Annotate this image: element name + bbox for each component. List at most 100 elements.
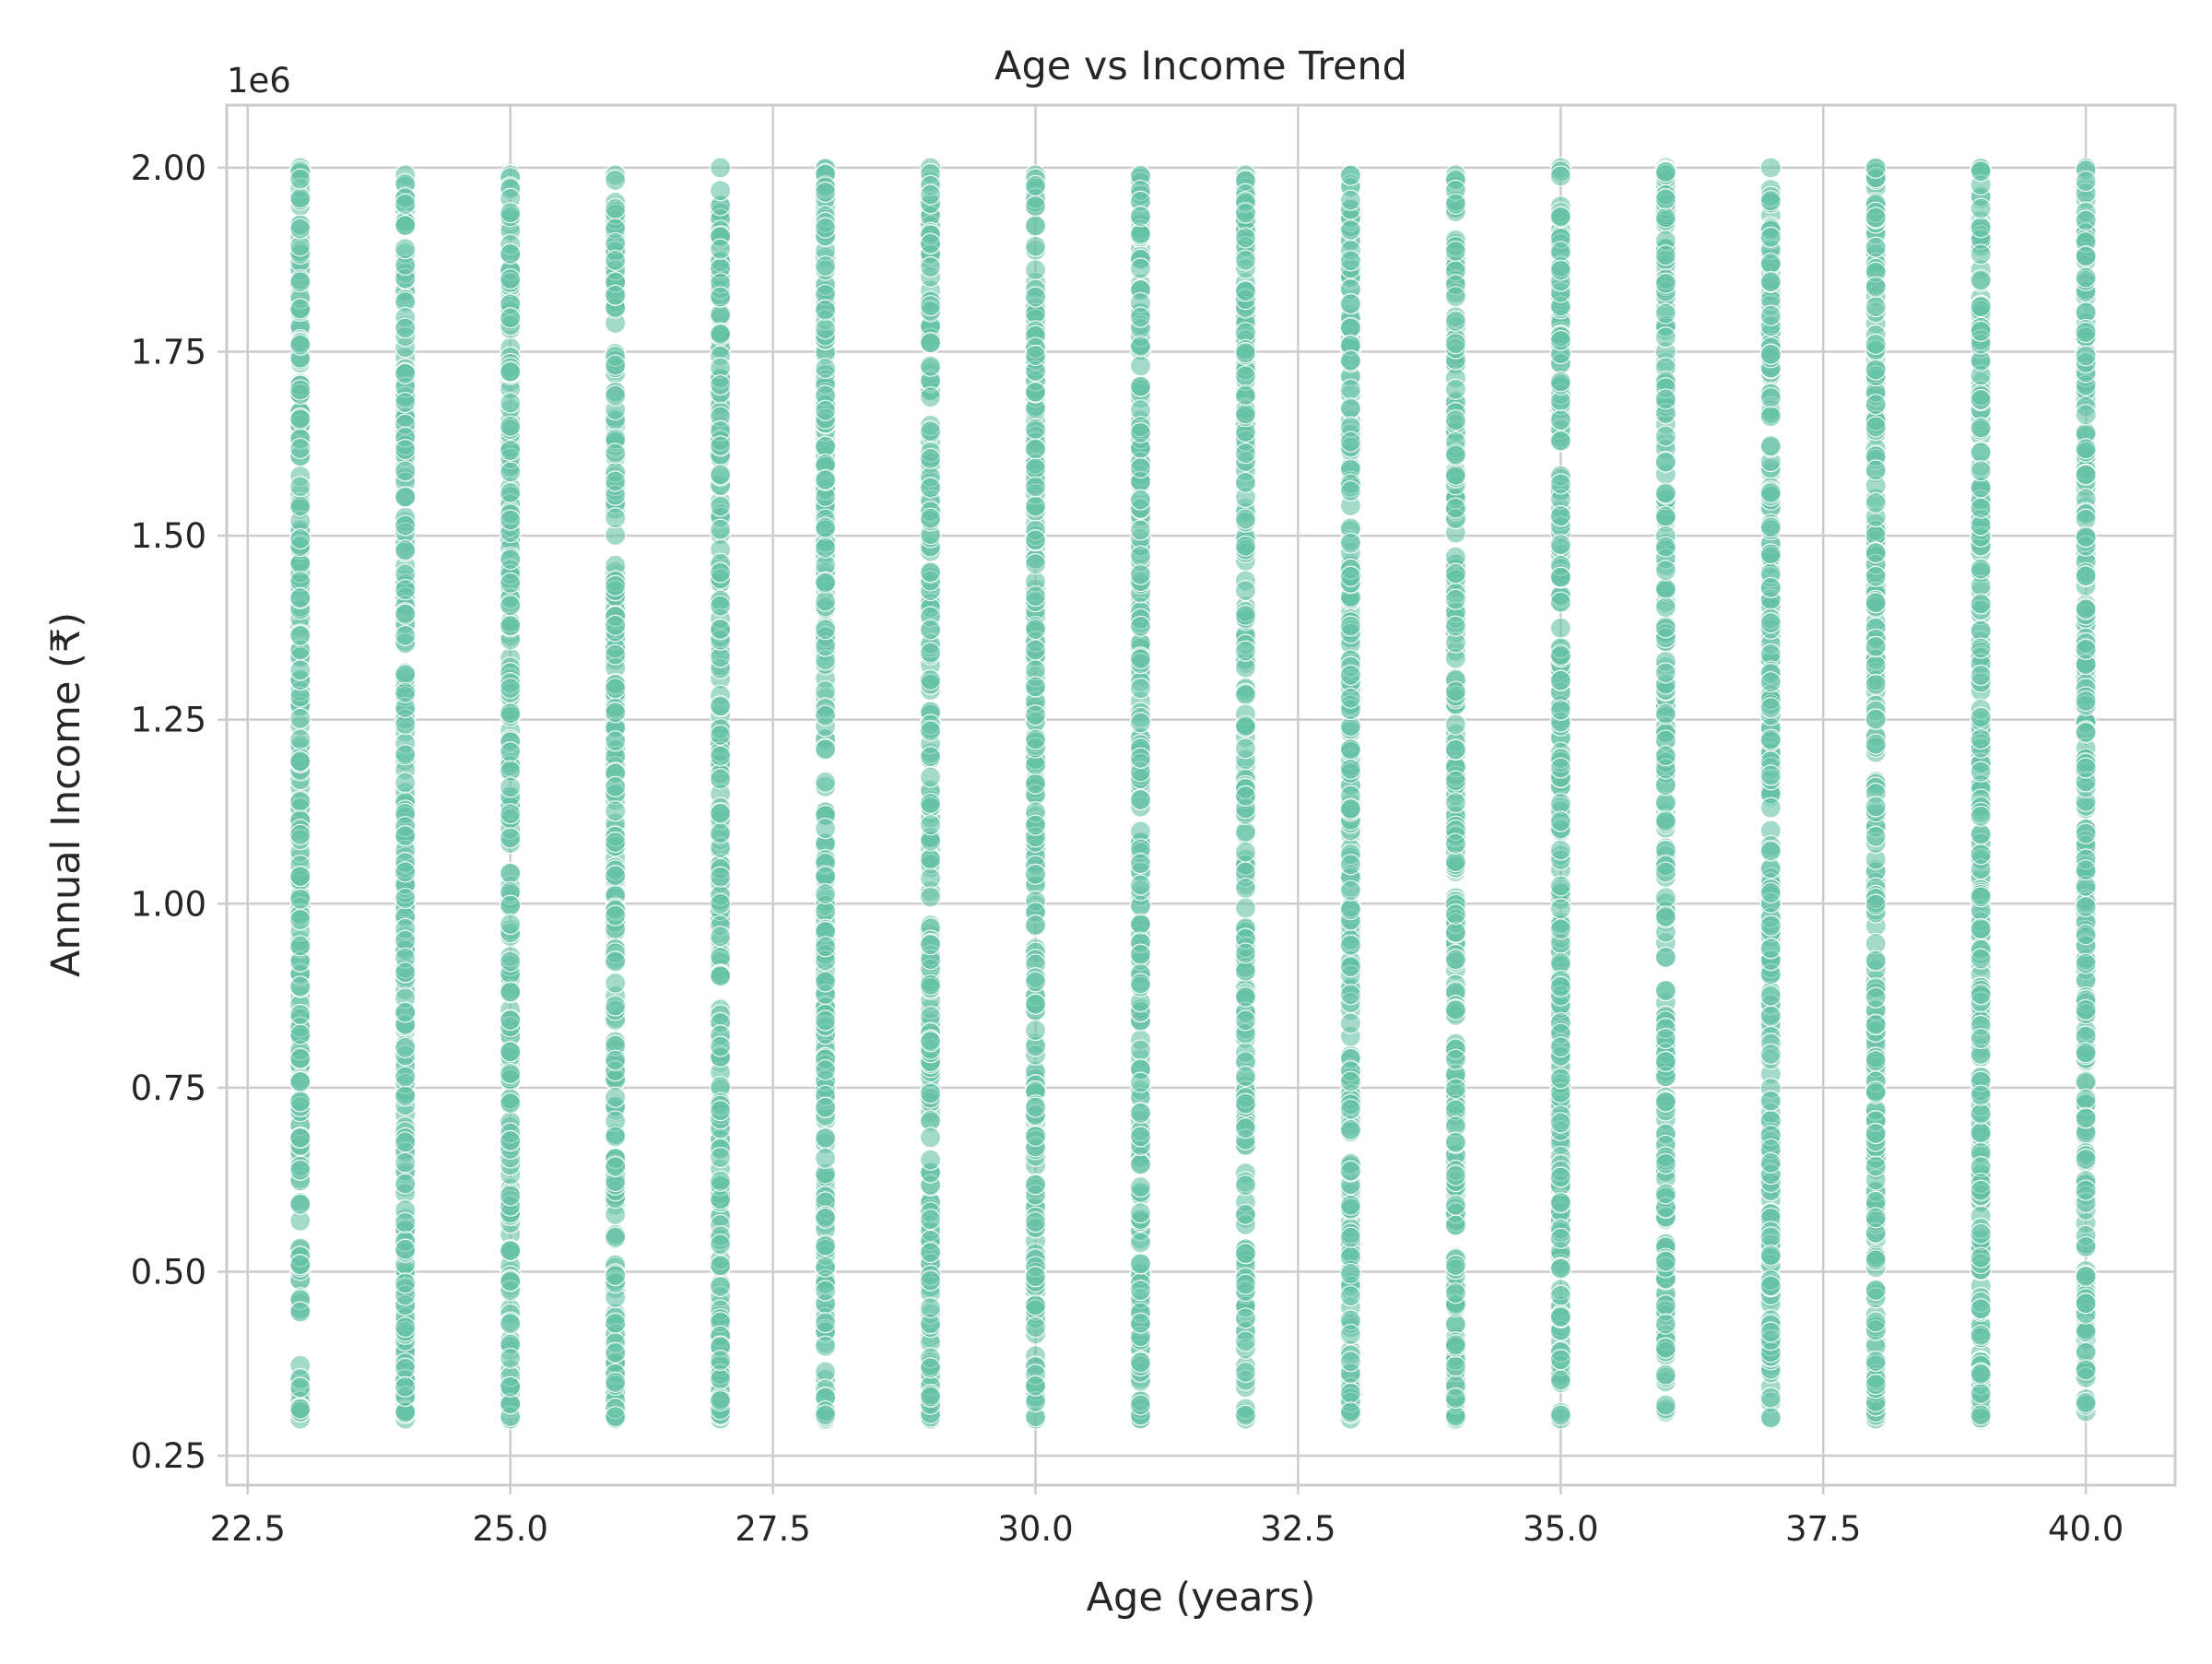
- scatter-point: [1865, 459, 1887, 481]
- scatter-point: [1549, 1035, 1571, 1058]
- scatter-point: [1549, 1227, 1571, 1249]
- scatter-point: [814, 1147, 837, 1169]
- scatter-point: [605, 1341, 627, 1364]
- scatter-point: [1549, 206, 1571, 228]
- scatter-point: [1759, 1321, 1782, 1343]
- scatter-point: [919, 1031, 942, 1053]
- scatter-point: [2075, 245, 2097, 267]
- scatter-point: [1024, 344, 1047, 367]
- scatter-point: [814, 399, 837, 421]
- scatter-point: [919, 1242, 942, 1264]
- scatter-point: [605, 169, 627, 191]
- scatter-point: [500, 1092, 522, 1115]
- y-tick-label: 2.00: [131, 148, 206, 188]
- scatter-point: [1234, 1330, 1257, 1352]
- x-tick-label: 27.5: [735, 1509, 810, 1549]
- scatter-point: [289, 823, 312, 845]
- scatter-point: [1654, 388, 1677, 410]
- scatter-point: [289, 1023, 312, 1045]
- scatter-point: [500, 862, 522, 885]
- scatter-point: [1759, 797, 1782, 819]
- scatter-point: [1654, 810, 1677, 832]
- scatter-point: [919, 1149, 942, 1171]
- scatter-point: [289, 707, 312, 730]
- scatter-point: [1549, 1349, 1571, 1371]
- scatter-point: [289, 334, 312, 356]
- scatter-point: [1234, 785, 1257, 808]
- scatter-point: [2075, 1391, 2097, 1414]
- scatter-point: [1024, 704, 1047, 726]
- scatter-point: [1549, 241, 1571, 263]
- scatter-point: [1234, 384, 1257, 407]
- scatter-point: [710, 286, 732, 308]
- scatter-point: [710, 495, 732, 517]
- scatter-point: [1444, 792, 1466, 814]
- scatter-point: [1234, 1361, 1257, 1384]
- scatter-point: [394, 1085, 417, 1107]
- scatter-point: [1444, 1194, 1466, 1216]
- scatter-point: [1444, 332, 1466, 355]
- scatter-point: [605, 865, 627, 887]
- scatter-point: [1970, 497, 1992, 519]
- scatter-point: [500, 242, 522, 265]
- scatter-point: [919, 295, 942, 317]
- scatter-point: [814, 619, 837, 641]
- scatter-point: [814, 1207, 837, 1229]
- scatter-point: [1339, 1351, 1361, 1373]
- scatter-point: [1024, 215, 1047, 237]
- scatter-point: [2075, 822, 2097, 844]
- scatter-point: [1234, 1273, 1257, 1295]
- scatter-point: [1129, 943, 1152, 965]
- scatter-point: [1339, 565, 1361, 587]
- scatter-point: [710, 1146, 732, 1169]
- scatter-point: [394, 362, 417, 384]
- scatter-point: [2075, 690, 2097, 712]
- scatter-point: [394, 1001, 417, 1023]
- scatter-point: [1759, 226, 1782, 248]
- scatter-point: [1549, 409, 1571, 431]
- scatter-point: [814, 1234, 837, 1257]
- scatter-point: [1234, 640, 1257, 662]
- scatter-point: [1339, 1012, 1361, 1034]
- scatter-point: [710, 926, 732, 948]
- scatter-point: [289, 1193, 312, 1215]
- scatter-point: [1129, 1312, 1152, 1334]
- scatter-point: [1024, 773, 1047, 795]
- scatter-point: [605, 800, 627, 822]
- scatter-point: [2075, 321, 2097, 344]
- scatter-point: [500, 268, 522, 290]
- scatter-point: [500, 392, 522, 414]
- scatter-point: [1549, 1257, 1571, 1280]
- scatter-point: [814, 1009, 837, 1032]
- x-tick-label: 40.0: [2048, 1509, 2124, 1549]
- scatter-point: [500, 572, 522, 595]
- scatter-point: [1024, 585, 1047, 608]
- scatter-point: [1339, 349, 1361, 372]
- scatter-point: [605, 574, 627, 597]
- scatter-point: [500, 307, 522, 329]
- scatter-point: [814, 1127, 837, 1150]
- scatter-point: [1024, 1174, 1047, 1196]
- scatter-point: [1654, 1337, 1677, 1360]
- scatter-point: [1759, 1226, 1782, 1248]
- scatter-point: [605, 1371, 627, 1393]
- scatter-point: [2075, 638, 2097, 660]
- scatter-point: [1129, 456, 1152, 479]
- scatter-point: [919, 848, 942, 870]
- scatter-point: [1654, 1091, 1677, 1113]
- scatter-point: [1024, 235, 1047, 257]
- scatter-point: [2075, 170, 2097, 193]
- scatter-point: [919, 447, 942, 470]
- scatter-point: [289, 271, 312, 293]
- scatter-point: [394, 962, 417, 984]
- y-tick-label: 0.25: [131, 1436, 206, 1476]
- scatter-point: [500, 415, 522, 437]
- scatter-point: [1024, 676, 1047, 698]
- scatter-point: [1129, 1232, 1152, 1254]
- scatter-point: [1970, 460, 1992, 482]
- scatter-point: [1549, 1404, 1571, 1426]
- scatter-point: [1970, 886, 1992, 908]
- scatter-point: [1444, 1282, 1466, 1304]
- scatter-point: [500, 440, 522, 462]
- scatter-point: [1444, 921, 1466, 943]
